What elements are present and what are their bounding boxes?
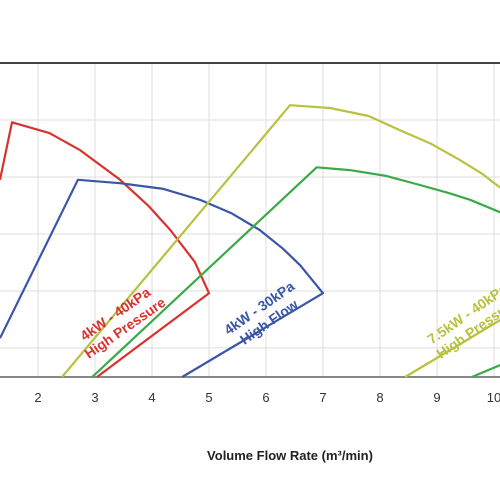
annotation: 4kW - 30kPaHigh Flow: [221, 278, 307, 352]
x-tick-label: 4: [148, 390, 155, 405]
x-tick-label: 7: [319, 390, 326, 405]
annotation: 4kW - 40kPaHigh Pressure: [72, 280, 169, 362]
annotation: 7.5kW - 40kPaHigh Pressure: [424, 280, 500, 362]
series-line: [61, 104, 500, 378]
x-tick-label: 9: [433, 390, 440, 405]
grid: [0, 62, 500, 377]
x-tick-label: 3: [91, 390, 98, 405]
x-tick-label: 6: [262, 390, 269, 405]
series-line: [0, 121, 211, 378]
series-line: [91, 166, 500, 379]
x-tick-label: 8: [376, 390, 383, 405]
x-tick-label: 10: [487, 390, 500, 405]
x-ticks: 2 3 4 5 6 7 8 9 10: [34, 390, 500, 405]
x-tick-label: 2: [34, 390, 41, 405]
x-tick-label: 5: [205, 390, 212, 405]
x-axis-title: Volume Flow Rate (m³/min): [207, 448, 373, 463]
plot-area: [0, 104, 500, 379]
series-line: [0, 178, 325, 378]
